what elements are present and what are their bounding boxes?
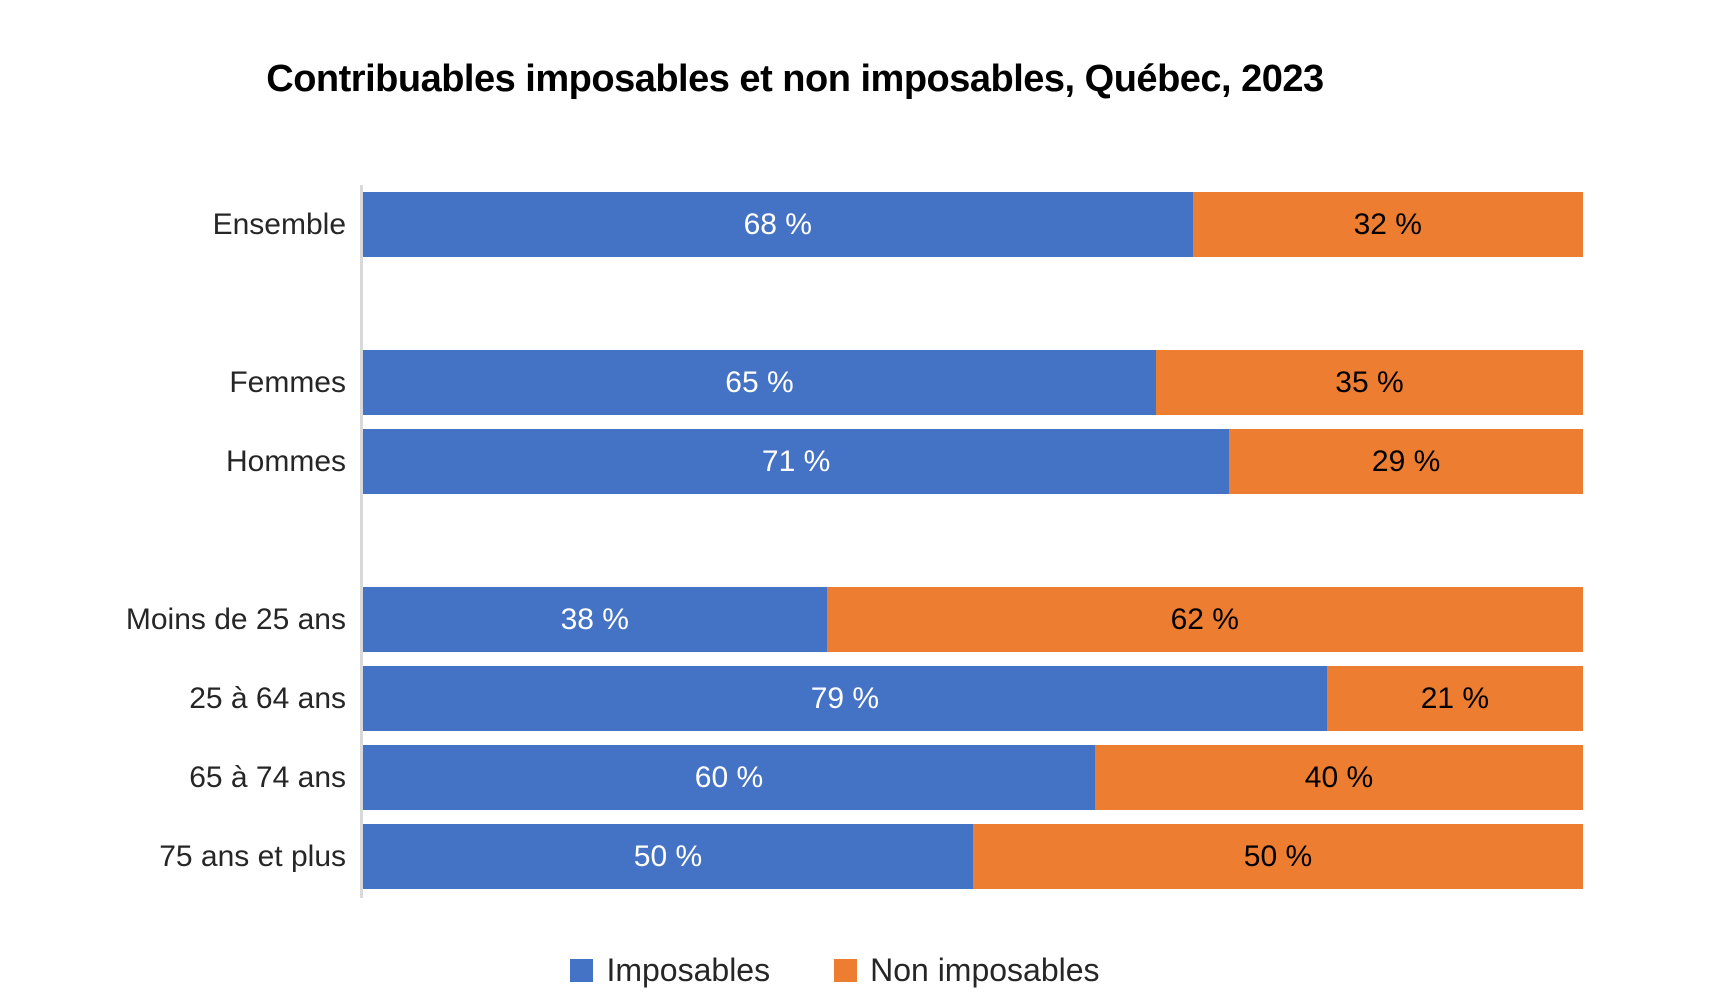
bar-track: 79 % 21 % (363, 666, 1583, 731)
bar-row: 65 à 74 ans 60 % 40 % (0, 738, 1583, 817)
value-label-imposables: 79 % (810, 681, 880, 715)
bar-segment-non-imposables: 50 % (973, 824, 1583, 889)
category-label: 75 ans et plus (159, 839, 346, 873)
bar-segment-imposables: 79 % (363, 666, 1327, 731)
bar-track: 50 % 50 % (363, 824, 1583, 889)
legend-label-non-imposables: Non imposables (870, 952, 1100, 988)
bar-row: Hommes 71 % 29 % (0, 422, 1583, 501)
category-label: Hommes (225, 444, 346, 478)
legend-swatch-non-imposables-icon (834, 959, 858, 982)
value-label-non-imposables: 29 % (1371, 444, 1441, 478)
category-label: 65 à 74 ans (189, 760, 346, 794)
legend-label-imposables: Imposables (606, 952, 771, 988)
value-label-imposables: 50 % (633, 839, 703, 873)
category-label: Moins de 25 ans (125, 602, 346, 636)
plot-rows: Ensemble 68 % 32 % Femmes 65 % 35 % Homm… (0, 185, 1583, 896)
bar-segment-non-imposables: 29 % (1229, 429, 1583, 494)
category-label: Ensemble (212, 207, 346, 241)
bar-row: 25 à 64 ans 79 % 21 % (0, 659, 1583, 738)
plot-area: Ensemble 68 % 32 % Femmes 65 % 35 % Homm… (0, 185, 1583, 896)
bar-row: Ensemble 68 % 32 % (0, 185, 1583, 264)
value-label-imposables: 38 % (560, 602, 629, 636)
category-label: Femmes (229, 365, 346, 399)
category-label: 25 à 64 ans (189, 681, 346, 715)
bar-track: 68 % 32 % (363, 192, 1583, 257)
bar-segment-imposables: 38 % (363, 587, 827, 652)
value-label-imposables: 65 % (725, 365, 794, 399)
bar-segment-non-imposables: 40 % (1095, 745, 1583, 810)
legend-item-imposables: Imposables (570, 952, 770, 989)
value-label-imposables: 71 % (761, 444, 831, 478)
value-label-imposables: 60 % (694, 760, 764, 794)
bar-row: Femmes 65 % 35 % (0, 343, 1583, 422)
bar-row: 75 ans et plus 50 % 50 % (0, 817, 1583, 896)
bar-track: 71 % 29 % (363, 429, 1583, 494)
bar-segment-non-imposables: 35 % (1156, 350, 1583, 415)
value-label-non-imposables: 40 % (1304, 760, 1374, 794)
bar-segment-imposables: 71 % (363, 429, 1230, 494)
group-spacer (0, 264, 1583, 343)
chart: Contribuables imposables et non imposabl… (0, 58, 1583, 988)
bar-segment-imposables: 50 % (363, 824, 973, 889)
bar-segment-imposables: 65 % (363, 350, 1156, 415)
legend: Imposables Non imposables (40, 952, 1630, 989)
value-label-imposables: 68 % (743, 207, 812, 241)
value-label-non-imposables: 21 % (1420, 681, 1490, 715)
bar-segment-imposables: 68 % (363, 192, 1193, 257)
value-label-non-imposables: 32 % (1353, 207, 1422, 241)
value-label-non-imposables: 62 % (1170, 602, 1239, 636)
bar-segment-non-imposables: 21 % (1326, 666, 1583, 731)
bar-track: 65 % 35 % (363, 350, 1583, 415)
bar-segment-non-imposables: 62 % (826, 587, 1583, 652)
bar-track: 60 % 40 % (363, 745, 1583, 810)
bar-row: Moins de 25 ans 38 % 62 % (0, 580, 1583, 659)
category-axis-line (360, 185, 363, 898)
bar-segment-non-imposables: 32 % (1192, 192, 1583, 257)
bar-track: 38 % 62 % (363, 587, 1583, 652)
value-label-non-imposables: 35 % (1335, 365, 1404, 399)
legend-swatch-imposables-icon (570, 959, 594, 982)
group-spacer (0, 501, 1583, 580)
chart-title: Contribuables imposables et non imposabl… (266, 58, 1324, 100)
bar-segment-imposables: 60 % (363, 745, 1095, 810)
legend-item-non-imposables: Non imposables (834, 952, 1100, 989)
value-label-non-imposables: 50 % (1243, 839, 1313, 873)
